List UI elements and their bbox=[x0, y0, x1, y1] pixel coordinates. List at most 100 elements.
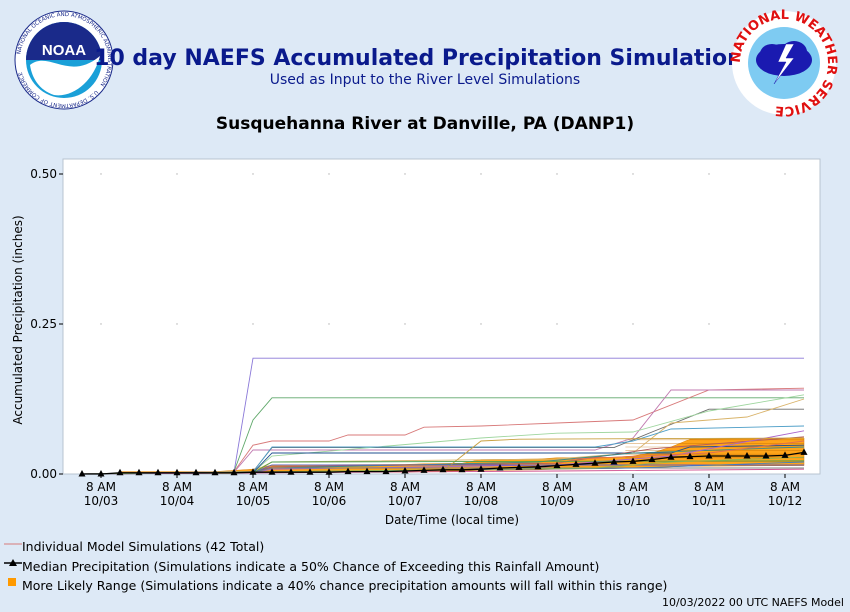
grid-dot bbox=[480, 173, 482, 175]
noaa-logo-text: NOAA bbox=[42, 42, 86, 59]
grid-dot bbox=[176, 323, 178, 325]
grid-dot bbox=[404, 173, 406, 175]
x-tick-label: 8 AM bbox=[466, 480, 496, 494]
legend-line-swatch bbox=[4, 543, 22, 545]
median-marker bbox=[686, 452, 694, 460]
median-marker bbox=[116, 468, 124, 476]
legend-range: More Likely Range (Simulations indicate … bbox=[4, 578, 667, 593]
x-tick-label: 8 AM bbox=[390, 480, 420, 494]
x-tick-date: 10/04 bbox=[160, 494, 195, 508]
x-tick-label: 8 AM bbox=[162, 480, 192, 494]
median-marker bbox=[553, 461, 561, 469]
grid-dot bbox=[556, 323, 558, 325]
nws-logo: NATIONAL WEATHER SERVICE bbox=[724, 8, 844, 118]
median-marker bbox=[629, 457, 637, 464]
legend-median-swatch bbox=[4, 559, 22, 566]
grid-dot bbox=[100, 173, 102, 175]
median-marker bbox=[743, 452, 751, 459]
median-marker bbox=[705, 452, 713, 459]
median-marker bbox=[192, 468, 200, 476]
grid-dot bbox=[404, 323, 406, 325]
median-marker bbox=[800, 448, 808, 455]
median-marker bbox=[496, 464, 504, 471]
x-axis-label: Date/Time (local time) bbox=[385, 513, 519, 527]
grid-dot bbox=[708, 173, 710, 175]
grid-dot bbox=[784, 323, 786, 325]
median-marker bbox=[724, 452, 732, 459]
x-tick-date: 10/07 bbox=[388, 494, 423, 508]
median-marker bbox=[439, 465, 447, 473]
grid-dot bbox=[632, 173, 634, 175]
y-tick-label: 0.00 bbox=[30, 467, 57, 481]
median-marker bbox=[268, 468, 276, 475]
x-tick-date: 10/10 bbox=[616, 494, 651, 508]
grid-dot bbox=[784, 173, 786, 175]
x-tick-date: 10/11 bbox=[692, 494, 727, 508]
x-tick-date: 10/05 bbox=[236, 494, 271, 508]
median-marker bbox=[401, 467, 409, 474]
chart-subtitle: Used as Input to the River Level Simulat… bbox=[269, 72, 581, 88]
legend-individual: Individual Model Simulations (42 Total) bbox=[4, 539, 264, 554]
median-marker bbox=[154, 468, 162, 476]
grid-dot bbox=[556, 173, 558, 175]
x-tick-label: 8 AM bbox=[618, 480, 648, 494]
station-title: Susquehanna River at Danville, PA (DANP1… bbox=[215, 114, 635, 134]
y-axis-label: Accumulated Precipitation (inches) bbox=[11, 215, 25, 424]
median-marker bbox=[287, 468, 295, 475]
x-tick-label: 8 AM bbox=[542, 480, 572, 494]
median-marker bbox=[173, 468, 181, 476]
median-marker bbox=[610, 458, 618, 465]
median-marker bbox=[135, 468, 143, 476]
x-tick-date: 10/09 bbox=[540, 494, 575, 508]
median-marker bbox=[515, 463, 523, 470]
median-marker bbox=[78, 470, 86, 477]
median-marker bbox=[382, 467, 390, 475]
median-marker bbox=[420, 466, 428, 473]
grid-dot bbox=[632, 323, 634, 325]
x-tick-label: 8 AM bbox=[86, 480, 116, 494]
grid-dot bbox=[328, 173, 330, 175]
grid-dot bbox=[176, 173, 178, 175]
x-tick-date: 10/06 bbox=[312, 494, 347, 508]
x-tick-date: 10/12 bbox=[768, 494, 803, 508]
x-tick-label: 8 AM bbox=[694, 480, 724, 494]
median-marker bbox=[762, 452, 770, 459]
median-marker bbox=[230, 468, 238, 476]
grid-dot bbox=[252, 173, 254, 175]
median-marker bbox=[591, 459, 599, 466]
median-marker bbox=[325, 468, 333, 475]
grid-dot bbox=[100, 323, 102, 325]
x-tick-date: 10/03 bbox=[84, 494, 119, 508]
y-tick-label: 0.50 bbox=[30, 167, 57, 181]
median-marker bbox=[458, 465, 466, 473]
x-tick-label: 8 AM bbox=[238, 480, 268, 494]
grid-dot bbox=[708, 323, 710, 325]
median-marker bbox=[249, 468, 257, 475]
simulation-line-20 bbox=[81, 456, 805, 475]
x-tick-label: 8 AM bbox=[770, 480, 800, 494]
median-marker bbox=[97, 470, 105, 477]
median-marker bbox=[667, 453, 675, 460]
chart-title: 10 day NAEFS Accumulated Precipitation S… bbox=[94, 46, 756, 71]
legend-range-swatch bbox=[8, 578, 16, 586]
legend-median-label: Median Precipitation (Simulations indica… bbox=[22, 559, 600, 574]
median-marker bbox=[306, 468, 314, 475]
legend-individual-label: Individual Model Simulations (42 Total) bbox=[22, 539, 265, 554]
legend-median: Median Precipitation (Simulations indica… bbox=[4, 559, 599, 574]
median-marker bbox=[534, 462, 542, 470]
median-marker bbox=[344, 467, 352, 475]
simulation-line-3 bbox=[81, 387, 805, 475]
x-tick-label: 8 AM bbox=[314, 480, 344, 494]
x-tick-date: 10/08 bbox=[464, 494, 499, 508]
grid-dot bbox=[252, 323, 254, 325]
median-marker bbox=[572, 460, 580, 467]
grid-dot bbox=[480, 323, 482, 325]
grid-dot bbox=[328, 323, 330, 325]
median-marker bbox=[781, 451, 789, 458]
median-marker bbox=[363, 467, 371, 475]
median-marker bbox=[477, 465, 485, 472]
median-marker bbox=[648, 455, 656, 463]
median-marker bbox=[211, 468, 219, 476]
legend-range-label: More Likely Range (Simulations indicate … bbox=[22, 578, 668, 593]
